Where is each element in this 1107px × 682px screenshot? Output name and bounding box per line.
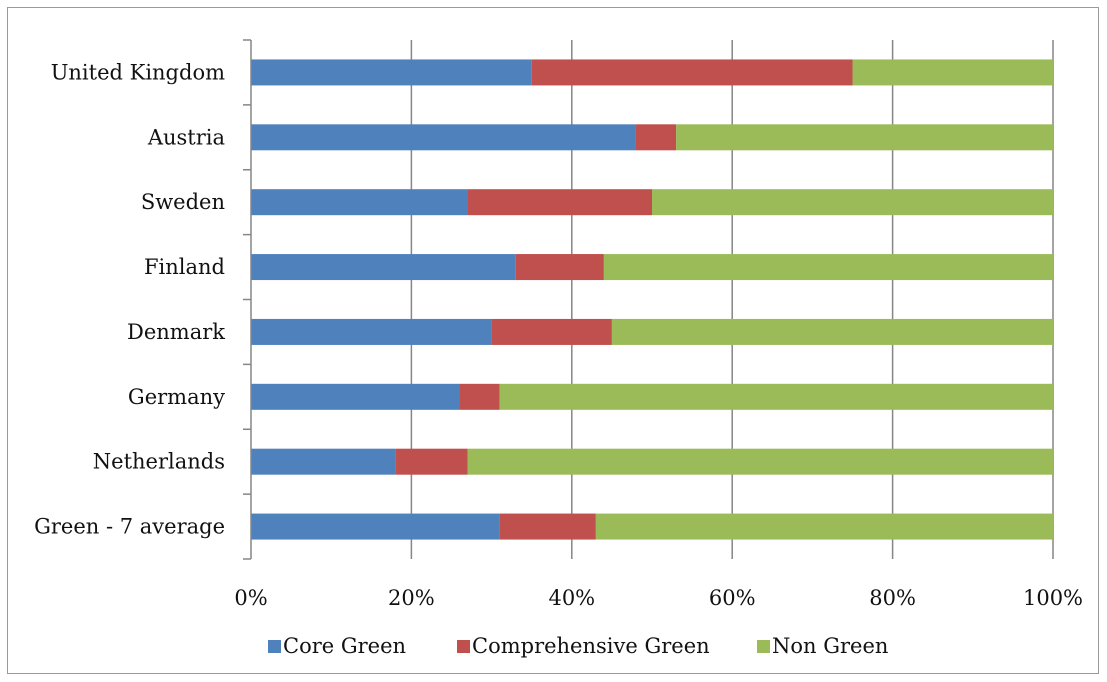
- category-label: Germany: [128, 385, 225, 409]
- x-tick-label: 20%: [388, 586, 435, 610]
- legend: Core Green Comprehensive Green Non Green: [268, 634, 888, 658]
- legend-swatch: [457, 640, 470, 653]
- x-tick-label: 100%: [1023, 586, 1083, 610]
- x-tick-label: 80%: [869, 586, 916, 610]
- legend-label: Comprehensive Green: [472, 634, 710, 658]
- bar-segment: [499, 513, 596, 540]
- category-label: United Kingdom: [51, 60, 225, 84]
- bar-segment: [251, 318, 492, 345]
- bar-segment: [652, 189, 1053, 216]
- tick-labels: 0% 20% 40% 60% 80% 100%: [234, 586, 1083, 610]
- bar-segment: [531, 59, 853, 86]
- axes: [243, 39, 252, 560]
- bar-segment: [603, 254, 1053, 281]
- bar-segment: [251, 383, 460, 410]
- legend-label: Core Green: [283, 634, 406, 658]
- category-label: Sweden: [141, 190, 225, 214]
- gridlines: [410, 40, 1054, 559]
- bar-segment: [251, 59, 532, 86]
- bar-segment: [467, 448, 1053, 475]
- category-label: Green - 7 average: [34, 515, 225, 539]
- bar-segment: [676, 124, 1053, 151]
- category-label: Austria: [147, 125, 225, 149]
- x-tick-label: 0%: [234, 586, 267, 610]
- bar-segment: [251, 448, 396, 475]
- bar-segment: [251, 189, 468, 216]
- category-label: Denmark: [127, 320, 225, 344]
- category-label: Finland: [144, 255, 225, 279]
- x-tick-label: 40%: [548, 586, 595, 610]
- bar-segment: [251, 124, 636, 151]
- x-tick-label: 60%: [709, 586, 756, 610]
- bar-segment: [491, 318, 612, 345]
- bar-segment: [595, 513, 1053, 540]
- bar-segment: [459, 383, 500, 410]
- legend-label: Non Green: [772, 634, 888, 658]
- bar-segment: [611, 318, 1053, 345]
- bar-segment: [251, 513, 500, 540]
- bar-segment: [467, 189, 652, 216]
- bar-segment: [499, 383, 1053, 410]
- legend-swatch: [757, 640, 770, 653]
- bar-segment: [251, 254, 516, 281]
- category-labels: United Kingdom Austria Sweden Finland Denmar…: [34, 60, 225, 538]
- category-label: Netherlands: [93, 450, 225, 474]
- bar-segment: [395, 448, 468, 475]
- legend-swatch: [268, 640, 281, 653]
- bar-segment: [852, 59, 1053, 86]
- bar-segment: [515, 254, 604, 281]
- bar-segment: [635, 124, 677, 151]
- bar-segments: [251, 59, 1053, 540]
